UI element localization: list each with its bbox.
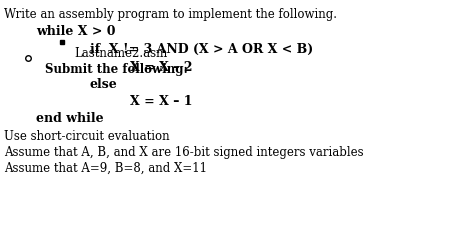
Text: X = X – 2: X = X – 2 <box>130 61 193 74</box>
Text: Lastname2.asm: Lastname2.asm <box>74 47 167 60</box>
Text: while X > 0: while X > 0 <box>36 25 116 38</box>
Text: Submit the following:: Submit the following: <box>45 63 188 76</box>
Text: X = X – 1: X = X – 1 <box>130 95 193 108</box>
Text: end while: end while <box>36 112 104 125</box>
Text: Use short-circuit evaluation: Use short-circuit evaluation <box>4 130 170 143</box>
Text: Assume that A=9, B=8, and X=11: Assume that A=9, B=8, and X=11 <box>4 162 207 175</box>
Text: if  X != 3 AND (X > A OR X < B): if X != 3 AND (X > A OR X < B) <box>90 43 313 56</box>
Text: Write an assembly program to implement the following.: Write an assembly program to implement t… <box>4 8 337 21</box>
Text: Assume that A, B, and X are 16-bit signed integers variables: Assume that A, B, and X are 16-bit signe… <box>4 146 364 159</box>
Text: else: else <box>90 78 118 91</box>
